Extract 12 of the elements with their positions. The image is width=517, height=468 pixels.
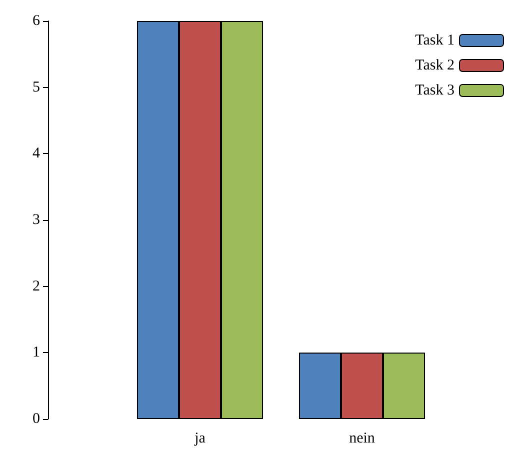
legend-label: Task 3 <box>415 82 454 98</box>
y-tick-label: 4 <box>32 146 40 162</box>
y-tick-label: 1 <box>32 344 40 361</box>
y-tick-label: 6 <box>32 13 40 29</box>
y-tick-label: 2 <box>32 278 40 294</box>
x-tick-label: ja <box>194 430 206 446</box>
legend-label: Task 2 <box>415 58 454 74</box>
x-tick-label: nein <box>349 430 376 446</box>
y-tick-label: 5 <box>32 79 40 96</box>
y-tick-label: 0 <box>32 411 40 427</box>
legend-label: Task 1 <box>415 32 454 48</box>
y-tick-label: 3 <box>32 212 40 228</box>
